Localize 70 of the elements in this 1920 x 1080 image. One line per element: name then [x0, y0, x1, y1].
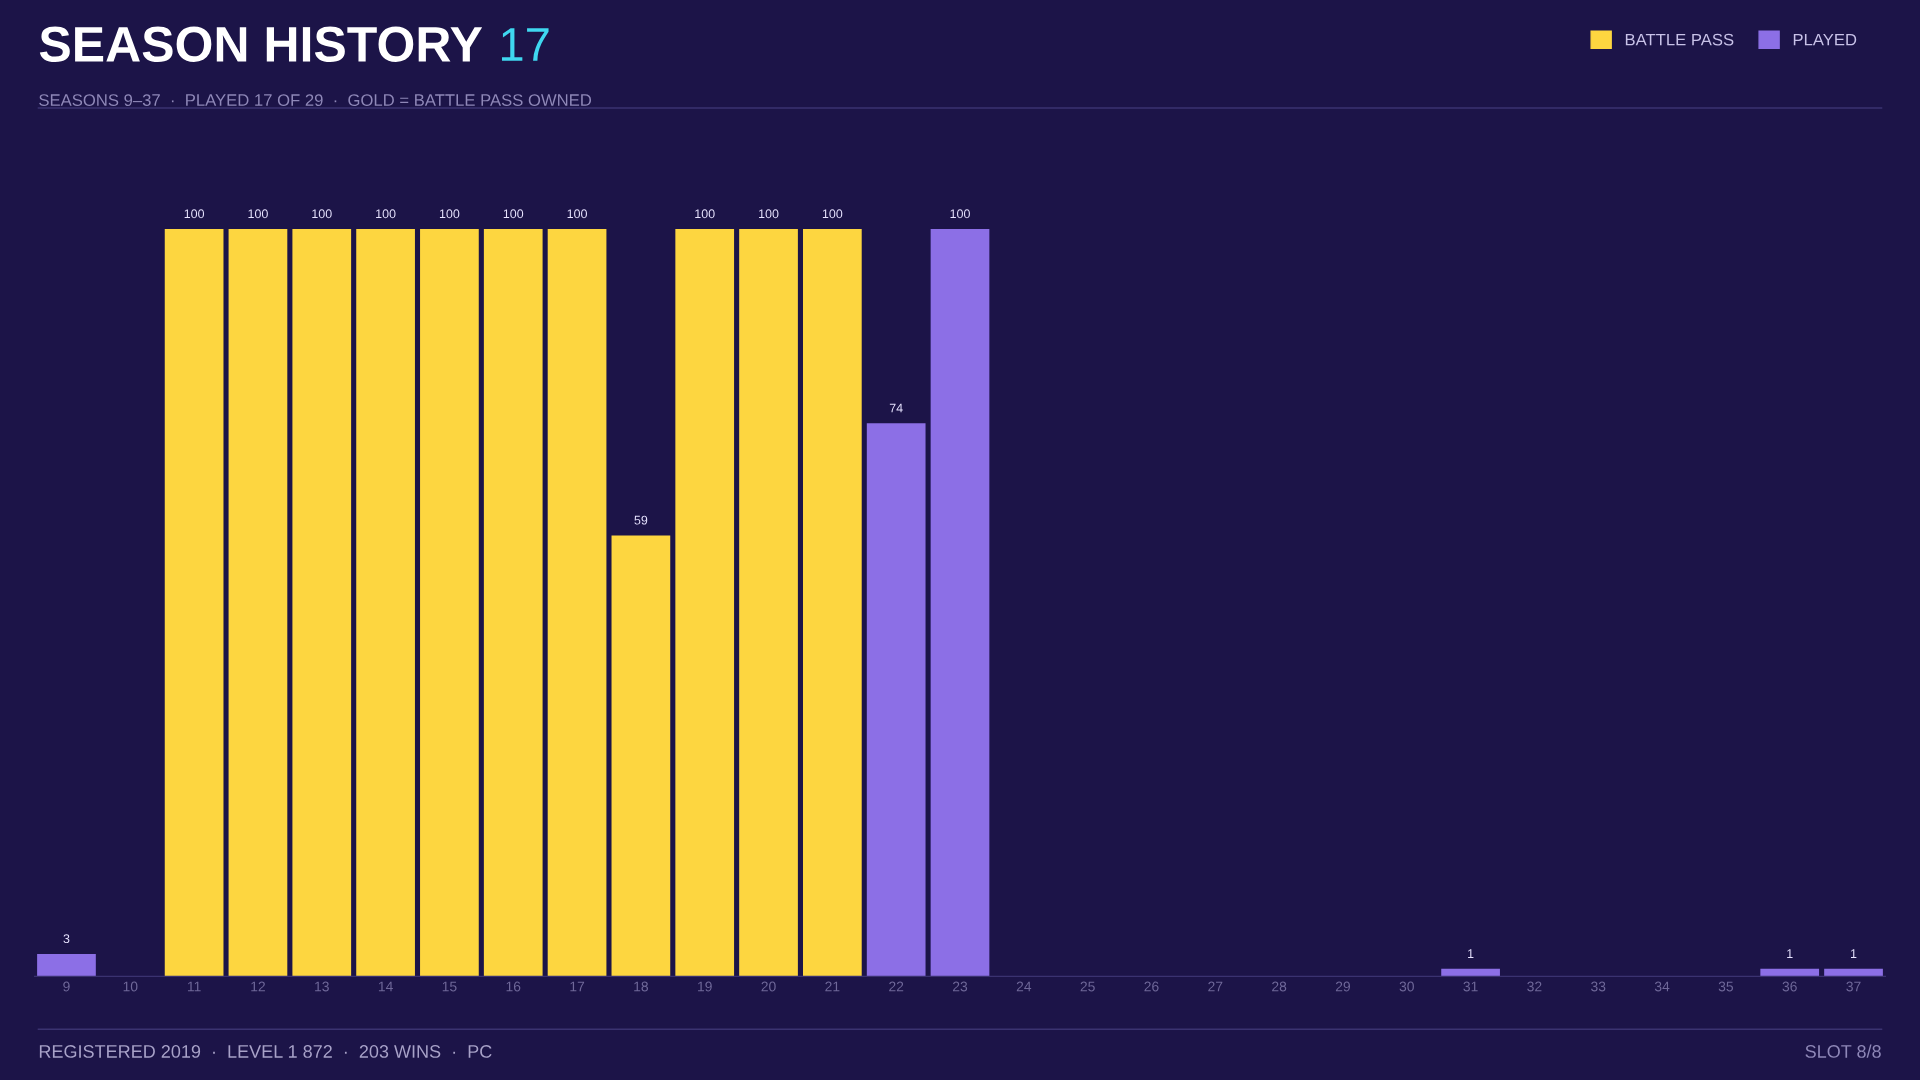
x-tick-label: 35: [1718, 981, 1734, 992]
x-tick-label: 34: [1654, 981, 1670, 992]
x-tick-label: 9: [63, 981, 70, 992]
data-label: 100: [376, 209, 396, 219]
text: REGISTERED 2019 · LEVEL 1 872 · 203 WINS · PC: [39, 1045, 492, 1058]
x-tick-label: 16: [506, 981, 521, 992]
x-tick-label: 20: [761, 981, 776, 992]
x-tick-label: 11: [187, 981, 201, 992]
chart-title: SEASON HISTORY: [39, 26, 483, 63]
text: 17: [501, 28, 549, 61]
x-tick-label: 18: [634, 981, 648, 992]
x-tick-label: 36: [1782, 981, 1797, 992]
bar: [547, 228, 607, 977]
data-label: 100: [695, 209, 715, 219]
x-tick-label: 26: [1144, 981, 1159, 992]
x-tick-label: 13: [315, 981, 329, 992]
bar: [739, 228, 798, 977]
x-tick-label: 37: [1846, 981, 1861, 992]
x-tick-label: 12: [251, 981, 265, 992]
bar: [1441, 968, 1500, 977]
bar: [675, 228, 735, 977]
bar: [420, 228, 479, 977]
data-label: 1: [1851, 949, 1857, 958]
data-label: 3: [63, 934, 70, 944]
data-label: 1: [1468, 949, 1474, 958]
legend-label: PLAYED: [1793, 33, 1857, 46]
bar: [802, 228, 862, 977]
bar: [356, 228, 415, 977]
bar: [37, 953, 96, 977]
bar: [1760, 968, 1820, 977]
x-tick-label: 17: [570, 981, 585, 992]
bar: [1824, 968, 1883, 977]
x-tick-label: 29: [1335, 981, 1351, 992]
data-label: 100: [567, 209, 587, 219]
data-label: 100: [503, 209, 524, 219]
bar: [866, 423, 926, 977]
x-tick-label: 21: [825, 981, 840, 992]
text: SLOT 8/8: [1805, 1044, 1881, 1058]
data-label: 100: [312, 209, 332, 219]
x-tick-label: 32: [1527, 981, 1542, 992]
x-tick-label: 30: [1399, 981, 1414, 992]
data-label: 100: [759, 209, 779, 219]
bar: [611, 535, 671, 977]
data-label: 100: [822, 209, 843, 219]
data-label: 1: [1787, 949, 1793, 958]
x-tick-label: 28: [1272, 981, 1287, 992]
data-label: 100: [248, 209, 268, 219]
x-tick-label: 27: [1208, 981, 1223, 992]
data-label: 74: [889, 403, 903, 413]
data-label: 100: [439, 209, 460, 219]
data-label: 100: [950, 209, 970, 219]
x-tick-label: 15: [442, 981, 457, 992]
x-tick-label: 14: [378, 981, 393, 992]
x-tick-label: 24: [1016, 981, 1032, 992]
data-label: 59: [634, 515, 648, 525]
chart-subtitle: SEASONS 9–37 · PLAYED 17 OF 29 · GOLD = BATTLE PASS OWNED: [39, 94, 592, 106]
x-tick-label: 10: [123, 981, 138, 992]
bar: [228, 228, 288, 977]
x-tick-label: 33: [1591, 981, 1606, 992]
legend-label: BATTLE PASS: [1625, 33, 1734, 46]
x-tick-label: 23: [952, 981, 968, 992]
x-tick-label: 25: [1080, 981, 1095, 992]
data-label: 100: [184, 209, 205, 219]
x-tick-label: 31: [1463, 981, 1478, 992]
x-tick-label: 19: [698, 981, 712, 992]
bar: [930, 228, 990, 977]
bar: [483, 228, 543, 977]
x-tick-label: 22: [889, 981, 904, 992]
bar: [292, 228, 352, 977]
bar: [164, 228, 224, 977]
